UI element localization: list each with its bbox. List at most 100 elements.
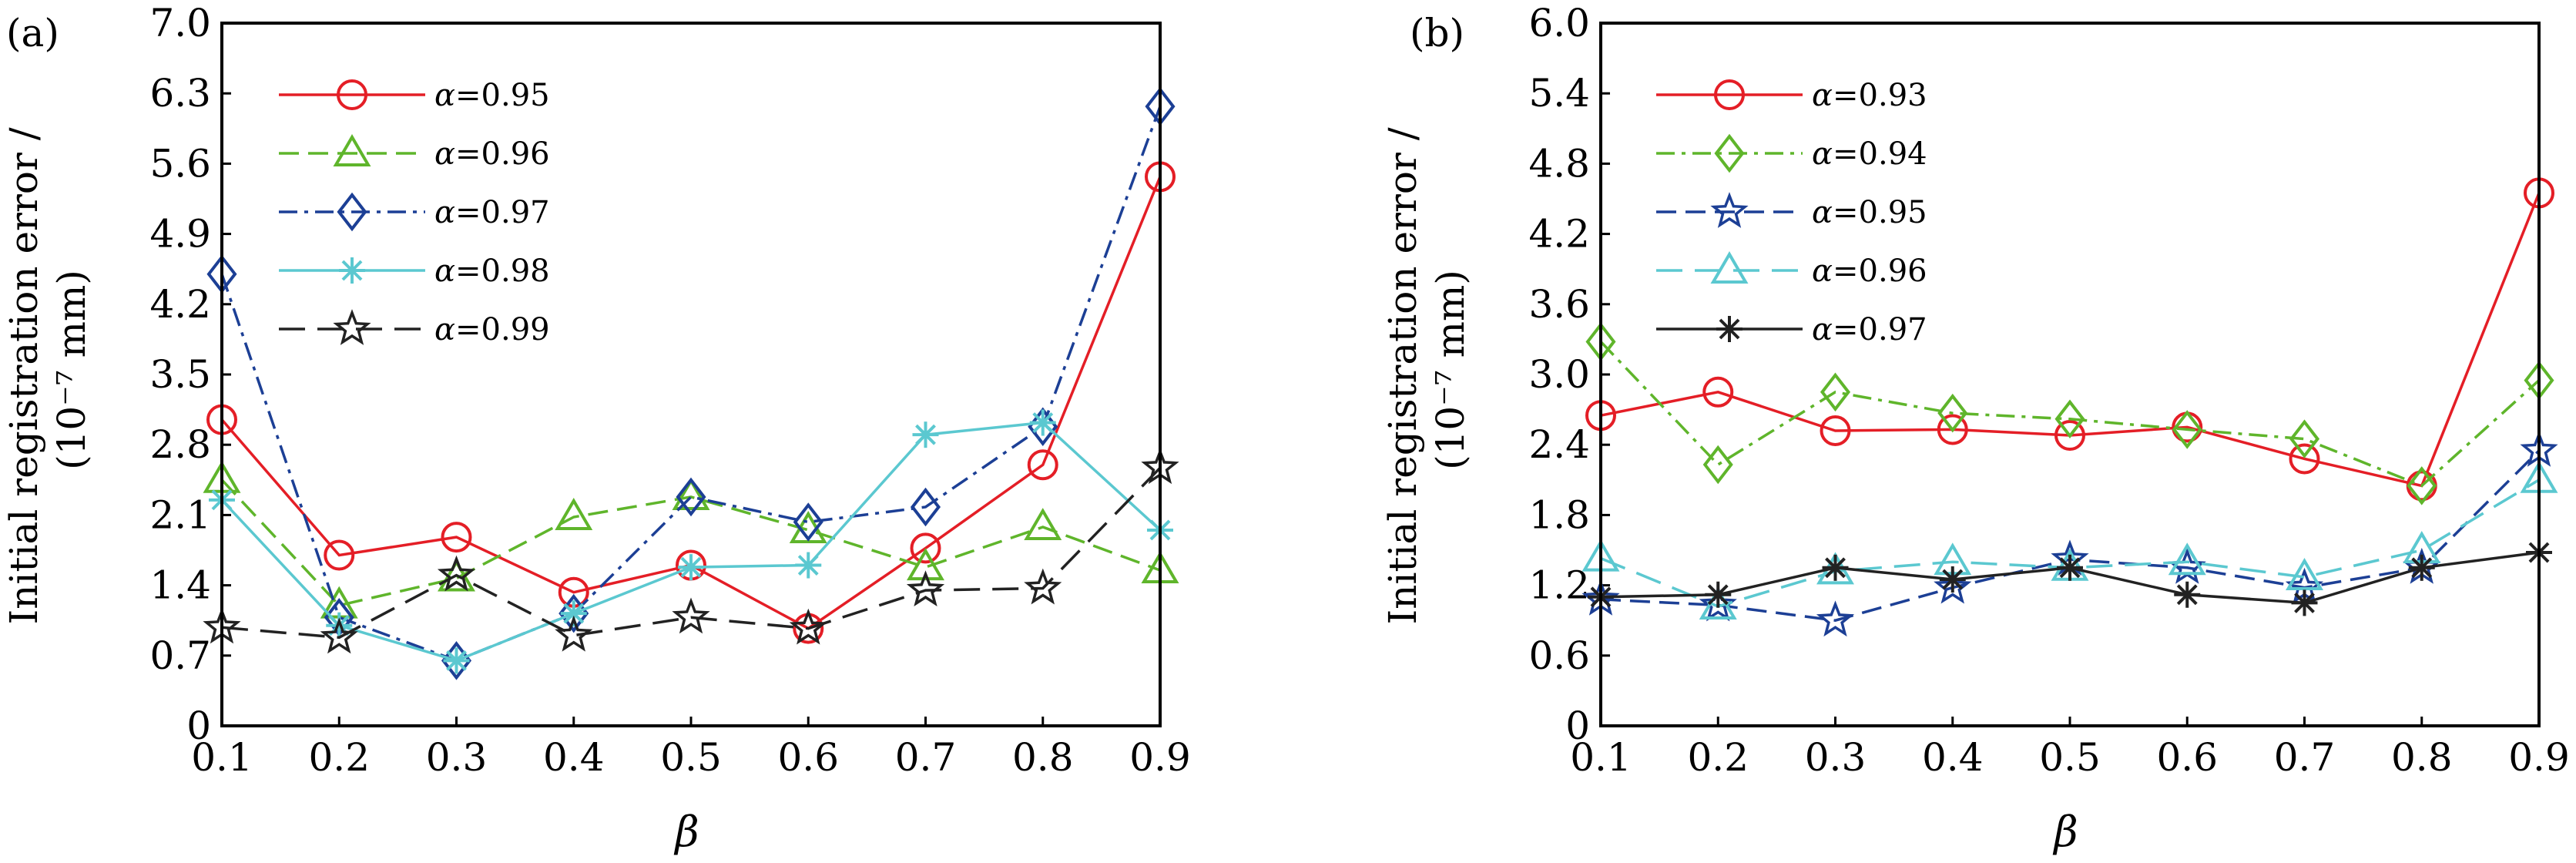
plot-frame — [220, 22, 1162, 727]
data-point — [2054, 399, 2085, 439]
legend-label: α=0.97 — [434, 195, 550, 230]
legend-label: α=0.97 — [1812, 312, 1927, 348]
y-tick-label: 5.6 — [149, 141, 211, 186]
x-tick-label: 0.4 — [543, 735, 605, 780]
y-tick-label: 6.0 — [1528, 1, 1590, 45]
y-tick-label: 2.1 — [149, 492, 211, 537]
series-α=0.96 — [203, 460, 1179, 619]
x-tick-label: 0.7 — [895, 735, 957, 780]
data-point — [441, 641, 472, 680]
series-line — [1600, 192, 2541, 488]
series-line — [220, 106, 1162, 663]
data-point — [1820, 372, 1851, 412]
data-point — [2408, 554, 2435, 581]
panel-b: (b) Initial registration error / (10⁻⁷ m… — [1380, 1, 2570, 856]
plot-frame — [1599, 22, 2541, 727]
panel-a-plot-area: 0.1 0.2 0.3 0.4 0.5 0.6 0.7 0.8 0.9 0 0.7 1.4 2.1 2.8… — [149, 1, 1190, 780]
data-point — [1028, 407, 1058, 447]
legend-label: α=0.95 — [434, 78, 550, 113]
legend-marker — [1714, 79, 1745, 110]
y-tick-label: 1.4 — [149, 563, 211, 608]
panel-a-x-axis-title: β — [673, 808, 699, 856]
x-tick-label: 0.8 — [2391, 735, 2453, 780]
series-line — [220, 479, 1161, 607]
data-point — [1934, 567, 1972, 604]
data-point — [1939, 566, 1966, 593]
data-point — [2286, 557, 2323, 590]
legend-marker — [1714, 133, 1745, 173]
x-tick-label: 0.8 — [1012, 735, 1074, 780]
data-point — [1027, 449, 1058, 481]
y-tick-label: 4.2 — [1528, 212, 1590, 257]
data-point — [1702, 376, 1734, 408]
legend-label: α=0.99 — [434, 312, 550, 348]
data-point — [912, 421, 939, 448]
legend: α=0.95 α=0.96 α=0.97 α=0.98 α=0.99 — [279, 78, 550, 348]
x-tick-label: 0.2 — [308, 735, 370, 780]
panel-a-y-axis-title: Initial registration error / (10⁻⁷ mm) — [2, 116, 94, 625]
data-point — [558, 593, 589, 633]
x-tick-label: 0.7 — [2274, 735, 2336, 780]
x-tick-label: 0.9 — [2508, 735, 2570, 780]
data-point — [1029, 409, 1056, 436]
legend-marker — [333, 134, 371, 166]
legend-marker — [337, 79, 367, 110]
legend-label: α=0.96 — [434, 136, 550, 172]
data-point — [906, 570, 945, 607]
y-tick-label: 4.9 — [149, 212, 211, 257]
data-point — [789, 608, 827, 645]
y-tick-label: 3.5 — [149, 352, 211, 397]
data-point — [555, 615, 593, 652]
data-point — [441, 522, 472, 553]
legend-marker — [1716, 316, 1742, 342]
x-tick-label: 0.9 — [1129, 735, 1191, 780]
y-tick-label: 0 — [186, 703, 211, 748]
data-point — [676, 477, 706, 517]
legend: α=0.93 α=0.94 α=0.95 α=0.96 α=0.97 — [1656, 78, 1927, 348]
data-point — [907, 548, 944, 581]
panel-a: (a) Initial registration error / (10⁻⁷ m… — [2, 1, 1191, 856]
x-tick-label: 0.4 — [1922, 735, 1984, 780]
data-point — [795, 552, 822, 579]
data-point — [2289, 419, 2320, 458]
panel-b-label: (b) — [1410, 11, 1464, 55]
data-point — [1705, 581, 1732, 608]
x-tick-label: 0.3 — [426, 735, 488, 780]
series-α=0.97 — [206, 86, 1176, 680]
legend-marker — [337, 192, 367, 232]
data-point — [2168, 542, 2206, 576]
data-point — [910, 487, 941, 527]
data-point — [320, 617, 358, 654]
data-point — [324, 539, 355, 571]
legend-label: α=0.93 — [1812, 78, 1927, 113]
legend-marker — [1710, 192, 1749, 228]
data-point — [443, 647, 470, 674]
legend-label: α=0.98 — [434, 254, 550, 289]
data-point — [2172, 410, 2202, 449]
x-tick-label: 0.3 — [1805, 735, 1867, 780]
legend-marker — [333, 309, 371, 345]
data-point — [2057, 554, 2083, 581]
series-α=0.94 — [1585, 322, 2554, 505]
data-point — [672, 477, 710, 510]
legend-label: α=0.94 — [1812, 136, 1927, 172]
data-point — [326, 612, 353, 639]
legend-label: α=0.96 — [1812, 254, 1927, 289]
data-point — [1699, 585, 1737, 622]
legend-label: α=0.95 — [1812, 195, 1927, 230]
data-point — [555, 498, 593, 531]
legend-marker — [1710, 251, 1749, 284]
data-point — [1820, 415, 1851, 446]
y-tick-label: 0.7 — [149, 633, 211, 678]
data-point — [2174, 581, 2201, 608]
legend-marker — [339, 257, 365, 284]
panel-a-label: (a) — [6, 11, 59, 55]
y-tick-label: 0.6 — [1528, 633, 1590, 678]
data-point — [793, 502, 823, 542]
data-point — [1024, 568, 1062, 605]
panel-b-y-axis-title: Initial registration error / (10⁻⁷ mm) — [1380, 116, 1473, 625]
x-tick-label: 0.5 — [660, 735, 722, 780]
series-line — [1599, 341, 2541, 488]
series-α=0.99 — [203, 448, 1179, 654]
